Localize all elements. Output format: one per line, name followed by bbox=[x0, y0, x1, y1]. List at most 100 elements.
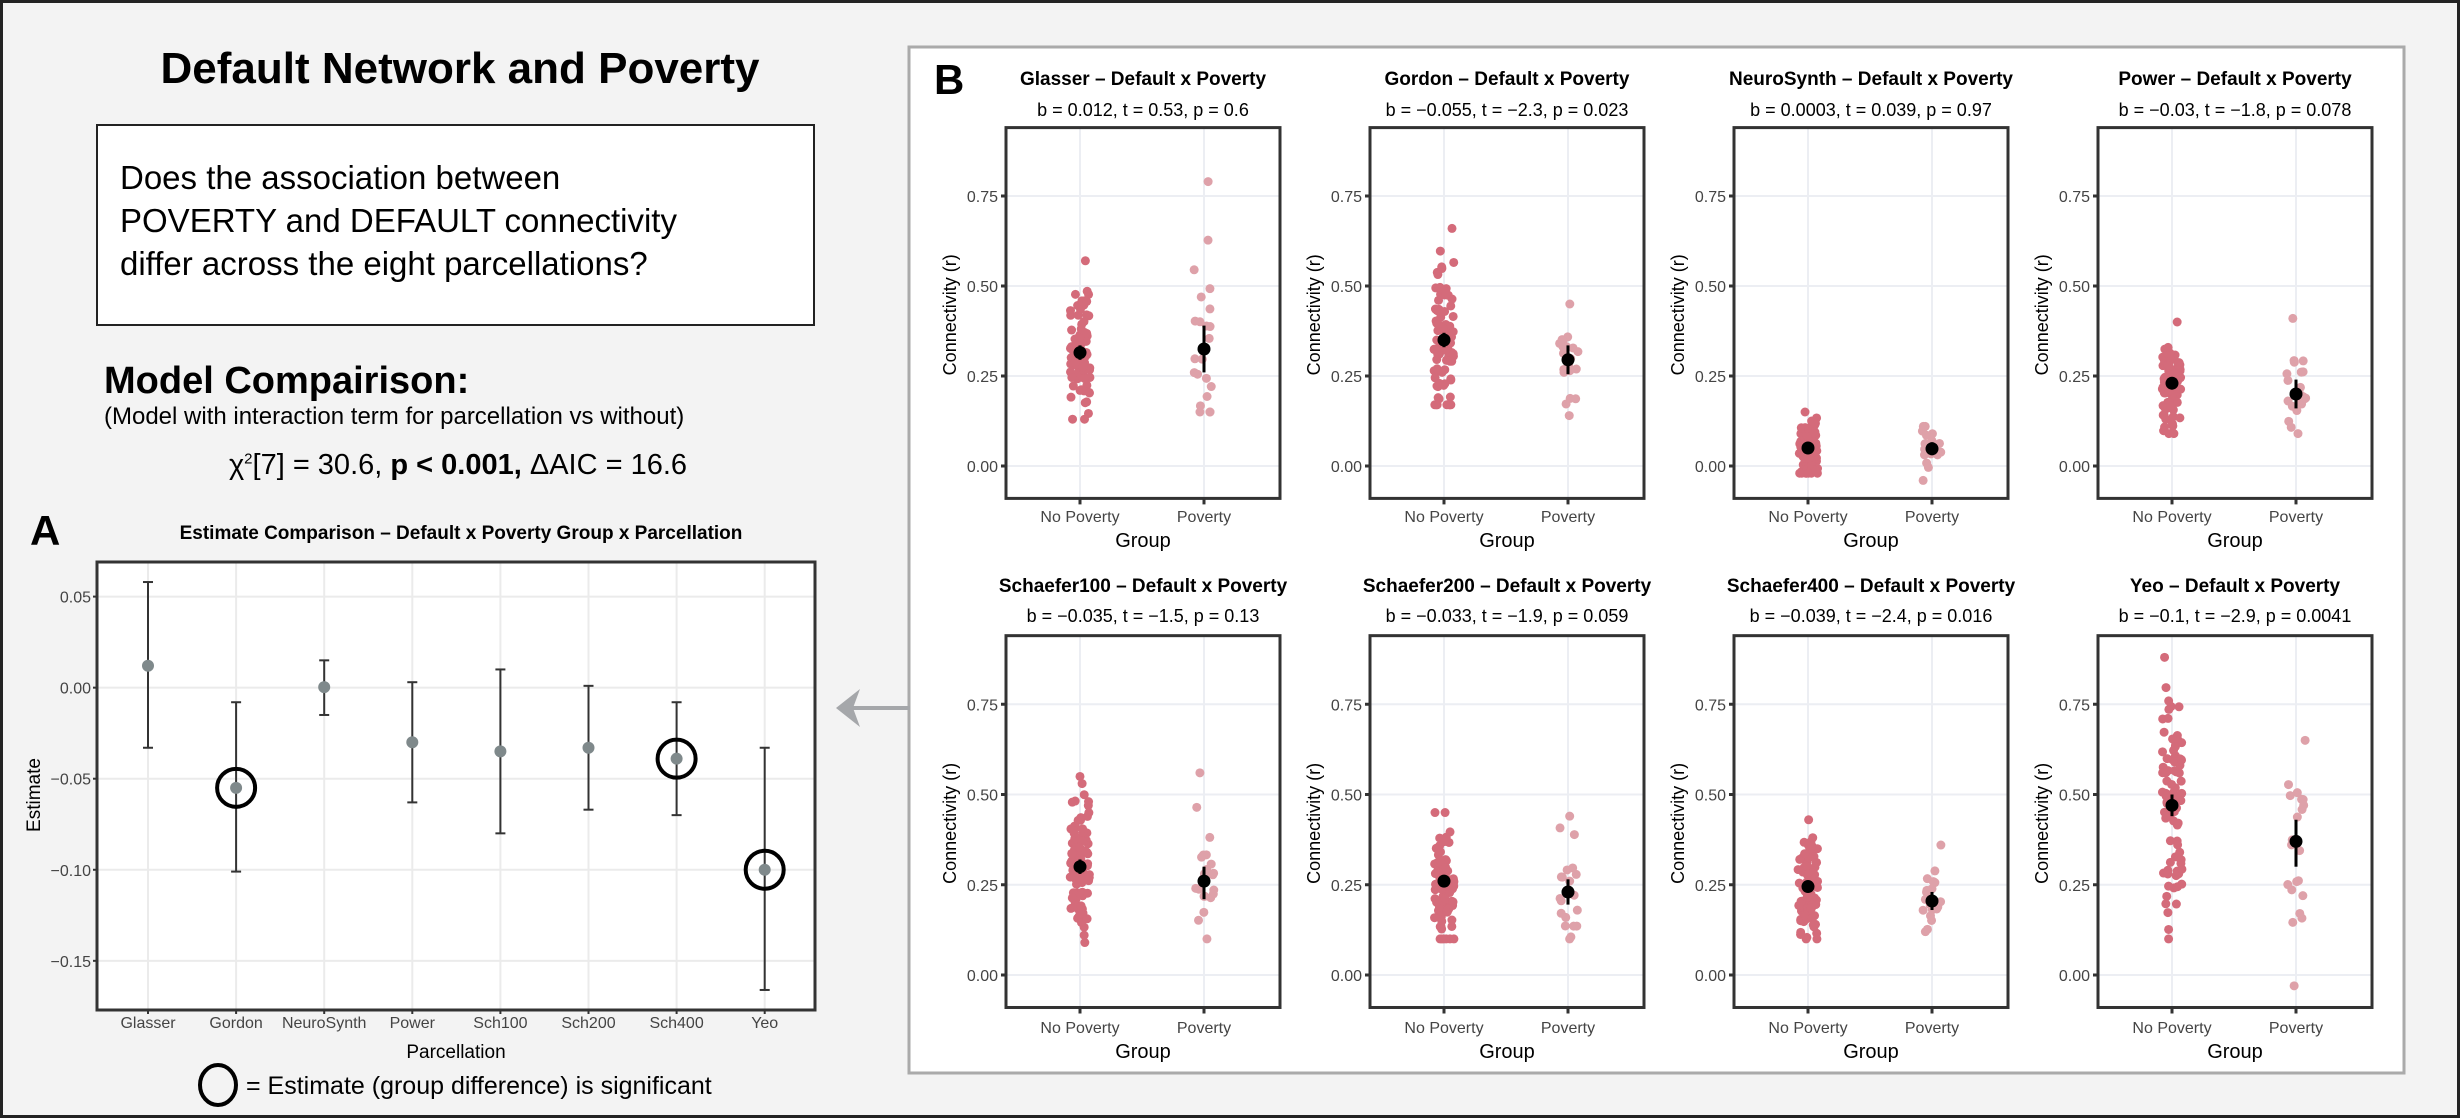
data-point bbox=[1556, 872, 1566, 882]
data-point bbox=[1189, 265, 1199, 275]
data-point bbox=[2282, 369, 2292, 379]
y-tick-label: 0.75 bbox=[1331, 189, 1362, 206]
x-axis-title: Group bbox=[1115, 530, 1171, 552]
y-tick-label: 0.75 bbox=[1331, 697, 1362, 714]
data-point bbox=[1564, 411, 1574, 421]
data-point bbox=[1571, 364, 1581, 374]
data-point bbox=[1440, 808, 1450, 818]
data-point bbox=[1796, 929, 1806, 939]
x-tick-label: No Poverty bbox=[1404, 509, 1483, 526]
y-tick-label: 0.25 bbox=[967, 878, 998, 895]
data-point bbox=[1435, 847, 1445, 857]
x-tick-label: Sch100 bbox=[473, 1015, 527, 1032]
y-tick-label: 0.25 bbox=[967, 369, 998, 386]
data-point bbox=[1809, 418, 1819, 428]
data-point bbox=[2161, 768, 2171, 778]
data-point bbox=[1078, 362, 1088, 372]
data-point bbox=[1446, 374, 1456, 384]
data-point bbox=[1433, 319, 1443, 329]
data-point bbox=[1803, 468, 1813, 478]
mean-point bbox=[2289, 834, 2303, 848]
data-point bbox=[1928, 877, 1938, 887]
poverty-points bbox=[2283, 735, 2310, 991]
y-tick-label: 0.00 bbox=[1331, 459, 1362, 476]
data-point bbox=[1441, 345, 1451, 355]
plot-area bbox=[2098, 127, 2372, 499]
model-comparison-statistic: χ2[7] = 30.6, p < 0.001, ΔAIC = 16.6 bbox=[0, 449, 916, 482]
data-point bbox=[1084, 876, 1094, 886]
plot-area bbox=[2098, 635, 2372, 1008]
estimate-sch100 bbox=[494, 668, 507, 835]
data-point bbox=[2175, 847, 2185, 857]
data-point bbox=[1067, 849, 1077, 859]
x-tick-label: No Poverty bbox=[1040, 1020, 1119, 1037]
y-tick-label: 0.75 bbox=[2059, 189, 2090, 206]
research-question-box: Does the association between POVERTY and… bbox=[96, 124, 815, 326]
data-point bbox=[2289, 357, 2299, 367]
y-tick-label: 0.25 bbox=[2059, 369, 2090, 386]
x-tick-label: NeuroSynth bbox=[282, 1015, 367, 1032]
data-point bbox=[1082, 847, 1092, 857]
plot-border bbox=[2096, 126, 2374, 500]
poverty-points bbox=[2282, 313, 2311, 439]
data-point bbox=[1571, 869, 1581, 879]
y-tick-label: 0.75 bbox=[967, 697, 998, 714]
estimate-yeo bbox=[743, 746, 786, 991]
data-point bbox=[1447, 223, 1457, 233]
data-point bbox=[2157, 787, 2167, 797]
data-point bbox=[1206, 859, 1216, 869]
x-tick-label: Power bbox=[390, 1015, 436, 1032]
data-point bbox=[2170, 742, 2180, 752]
mean-point bbox=[2165, 798, 2179, 812]
y-tick-label: 0.75 bbox=[1695, 697, 1726, 714]
y-tick-label: 0.50 bbox=[967, 788, 998, 805]
x-axis-title: Group bbox=[1479, 1041, 1535, 1063]
data-point bbox=[1433, 349, 1443, 359]
y-tick-label: 0.50 bbox=[2059, 788, 2090, 805]
plot-border bbox=[1732, 126, 2010, 500]
data-point bbox=[1076, 901, 1086, 911]
panel-schaefer400: Schaefer400 – Default x Poverty b = −0.03… bbox=[1668, 576, 2016, 1063]
data-point bbox=[2164, 934, 2174, 944]
panel-subtitle: b = 0.0003, t = 0.039, p = 0.97 bbox=[1750, 100, 1992, 120]
data-point bbox=[1556, 896, 1566, 906]
data-point bbox=[1195, 768, 1205, 778]
panel-label-a: A bbox=[30, 507, 60, 554]
data-point bbox=[1569, 921, 1579, 931]
data-point bbox=[1434, 394, 1444, 404]
data-point bbox=[1435, 833, 1445, 843]
data-point bbox=[1445, 400, 1455, 410]
data-point bbox=[2299, 800, 2309, 810]
p-value: p < 0.001, bbox=[390, 449, 522, 481]
data-point bbox=[1918, 421, 1928, 431]
data-point bbox=[2298, 367, 2308, 377]
x-tick-label: No Poverty bbox=[2132, 509, 2211, 526]
mean-point bbox=[1801, 880, 1815, 894]
panel-title: NeuroSynth – Default x Poverty bbox=[1729, 69, 2013, 90]
x-tick-label: Poverty bbox=[1905, 509, 1959, 526]
data-point bbox=[1203, 235, 1213, 245]
x-tick-label: No Poverty bbox=[1404, 1020, 1483, 1037]
data-point bbox=[2298, 891, 2308, 901]
data-point bbox=[1075, 874, 1085, 884]
data-point bbox=[1560, 921, 1570, 931]
data-point bbox=[1449, 257, 1459, 267]
data-point bbox=[1565, 299, 1575, 309]
data-point bbox=[1077, 779, 1087, 789]
y-tick-label: 0.25 bbox=[1331, 878, 1362, 895]
data-point bbox=[1203, 177, 1213, 187]
arrow-left-icon bbox=[836, 689, 860, 727]
data-point bbox=[1555, 823, 1565, 833]
data-point bbox=[2287, 885, 2297, 895]
data-point bbox=[1205, 407, 1215, 417]
chi-superscript: 2 bbox=[244, 450, 253, 468]
data-point bbox=[1918, 905, 1928, 915]
panel-subtitle: b = −0.033, t = −1.9, p = 0.059 bbox=[1386, 606, 1629, 626]
model-comparison-heading: Model Compairison: bbox=[104, 360, 470, 402]
y-tick-label: 0.00 bbox=[60, 681, 91, 698]
estimate-point bbox=[318, 681, 331, 694]
data-point bbox=[1194, 915, 1204, 925]
data-point bbox=[1066, 392, 1076, 402]
data-point bbox=[1205, 304, 1215, 314]
